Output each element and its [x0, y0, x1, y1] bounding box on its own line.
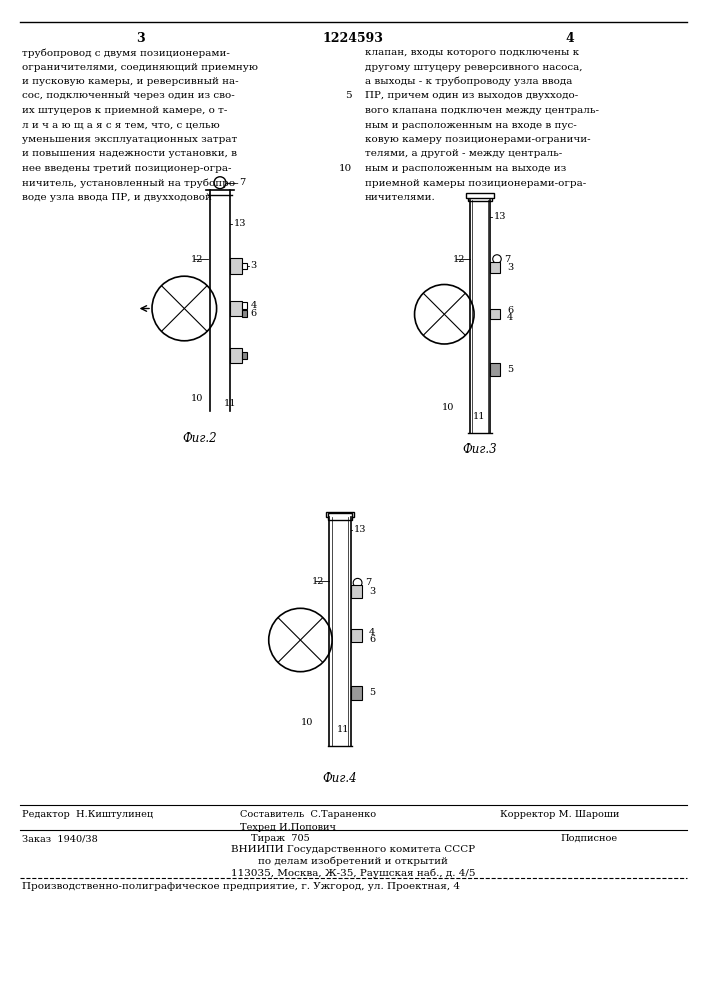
- Text: Составитель  С.Тараненко: Составитель С.Тараненко: [240, 810, 376, 819]
- Bar: [351, 629, 362, 642]
- Text: Фиг.2: Фиг.2: [182, 432, 217, 445]
- Text: ным и расположенным на входе в пус-: ным и расположенным на входе в пус-: [365, 120, 577, 129]
- Text: ничитель, установленный на трубопро-: ничитель, установленный на трубопро-: [22, 178, 239, 188]
- Text: ным и расположенным на выходе из: ным и расположенным на выходе из: [365, 164, 566, 173]
- Text: Редактор  Н.Киштулинец: Редактор Н.Киштулинец: [22, 810, 153, 819]
- Bar: [242, 310, 247, 317]
- Bar: [242, 263, 247, 269]
- Text: 5: 5: [507, 365, 513, 374]
- Text: 6: 6: [369, 635, 375, 644]
- Text: 13: 13: [354, 526, 367, 534]
- Text: их штуцеров к приемной камере, о т-: их штуцеров к приемной камере, о т-: [22, 106, 228, 115]
- Text: и пусковую камеры, и реверсивный на-: и пусковую камеры, и реверсивный на-: [22, 77, 239, 86]
- Text: уменьшения эксплуатационных затрат: уменьшения эксплуатационных затрат: [22, 135, 238, 144]
- Text: 5: 5: [346, 92, 352, 101]
- Text: 12: 12: [191, 255, 204, 264]
- Bar: [351, 686, 362, 700]
- Text: ограничителями, соединяющий приемную: ограничителями, соединяющий приемную: [22, 62, 258, 72]
- Bar: [326, 512, 354, 517]
- Bar: [230, 301, 242, 316]
- Text: Подписное: Подписное: [560, 834, 617, 843]
- Text: вого клапана подключен между централь-: вого клапана подключен между централь-: [365, 106, 599, 115]
- Text: нее введены третий позиционер-огра-: нее введены третий позиционер-огра-: [22, 164, 231, 173]
- Text: 3: 3: [136, 32, 144, 45]
- Text: л и ч а ю щ а я с я тем, что, с целью: л и ч а ю щ а я с я тем, что, с целью: [22, 120, 220, 129]
- Text: 7: 7: [239, 178, 245, 187]
- Text: 113035, Москва, Ж-35, Раушская наб., д. 4/5: 113035, Москва, Ж-35, Раушская наб., д. …: [230, 869, 475, 879]
- Text: ковую камеру позиционерами-ограничи-: ковую камеру позиционерами-ограничи-: [365, 135, 590, 144]
- Text: 4: 4: [369, 628, 375, 637]
- Text: 3: 3: [250, 261, 257, 270]
- Text: Заказ  1940/38: Заказ 1940/38: [22, 834, 98, 843]
- Text: Техред И.Попович: Техред И.Попович: [240, 823, 336, 832]
- Text: сос, подключенный через один из сво-: сос, подключенный через один из сво-: [22, 92, 235, 101]
- Bar: [490, 363, 501, 376]
- Text: ничителями.: ничителями.: [365, 193, 436, 202]
- Text: Тираж  705: Тираж 705: [250, 834, 310, 843]
- Text: Корректор М. Шароши: Корректор М. Шароши: [500, 810, 619, 819]
- Text: 12: 12: [312, 577, 325, 586]
- Text: и повышения надежности установки, в: и повышения надежности установки, в: [22, 149, 237, 158]
- Bar: [490, 309, 501, 319]
- Bar: [230, 258, 242, 274]
- Text: 1224593: 1224593: [322, 32, 383, 45]
- Text: 4: 4: [250, 301, 257, 310]
- Text: 6: 6: [250, 309, 257, 318]
- Bar: [242, 302, 247, 308]
- Text: 13: 13: [233, 219, 246, 228]
- Text: 5: 5: [369, 688, 375, 697]
- Text: 6: 6: [507, 306, 513, 315]
- Text: 11: 11: [337, 725, 349, 734]
- Text: 7: 7: [504, 254, 510, 263]
- Text: 10: 10: [339, 164, 352, 173]
- Bar: [242, 352, 247, 359]
- Text: а выходы - к трубопроводу узла ввода: а выходы - к трубопроводу узла ввода: [365, 77, 573, 87]
- Text: по делам изобретений и открытий: по делам изобретений и открытий: [258, 857, 448, 866]
- Text: телями, а другой - между централь-: телями, а другой - между централь-: [365, 149, 562, 158]
- Text: 3: 3: [507, 263, 513, 272]
- Text: 4: 4: [507, 313, 513, 322]
- Text: 11: 11: [223, 399, 236, 408]
- Text: Производственно-полиграфическое предприятие, г. Ужгород, ул. Проектная, 4: Производственно-полиграфическое предприя…: [22, 882, 460, 891]
- Text: 12: 12: [452, 254, 465, 263]
- Text: 3: 3: [369, 587, 375, 596]
- Text: другому штуцеру реверсивного насоса,: другому штуцеру реверсивного насоса,: [365, 62, 583, 72]
- Text: ВНИИПИ Государственного комитета СССР: ВНИИПИ Государственного комитета СССР: [231, 845, 475, 854]
- Text: 10: 10: [301, 718, 314, 727]
- Text: 10: 10: [442, 403, 455, 412]
- Text: 10: 10: [191, 394, 204, 403]
- Text: приемной камеры позиционерами-огра-: приемной камеры позиционерами-огра-: [365, 178, 586, 188]
- Text: клапан, входы которого подключены к: клапан, входы которого подключены к: [365, 48, 579, 57]
- Text: 11: 11: [473, 412, 486, 421]
- Bar: [467, 193, 493, 198]
- Bar: [230, 348, 242, 363]
- Bar: [490, 262, 501, 273]
- Bar: [327, 513, 352, 520]
- Text: воде узла ввода ПР, и двухходовой: воде узла ввода ПР, и двухходовой: [22, 193, 212, 202]
- Text: Фиг.4: Фиг.4: [322, 772, 357, 785]
- Bar: [468, 194, 492, 201]
- Bar: [351, 585, 362, 598]
- Text: 7: 7: [365, 578, 371, 587]
- Text: Фиг.3: Фиг.3: [462, 443, 497, 456]
- Text: 4: 4: [566, 32, 574, 45]
- Text: трубопровод с двумя позиционерами-: трубопровод с двумя позиционерами-: [22, 48, 230, 57]
- Text: ПР, причем один из выходов двухходо-: ПР, причем один из выходов двухходо-: [365, 92, 578, 101]
- Text: 13: 13: [493, 212, 506, 221]
